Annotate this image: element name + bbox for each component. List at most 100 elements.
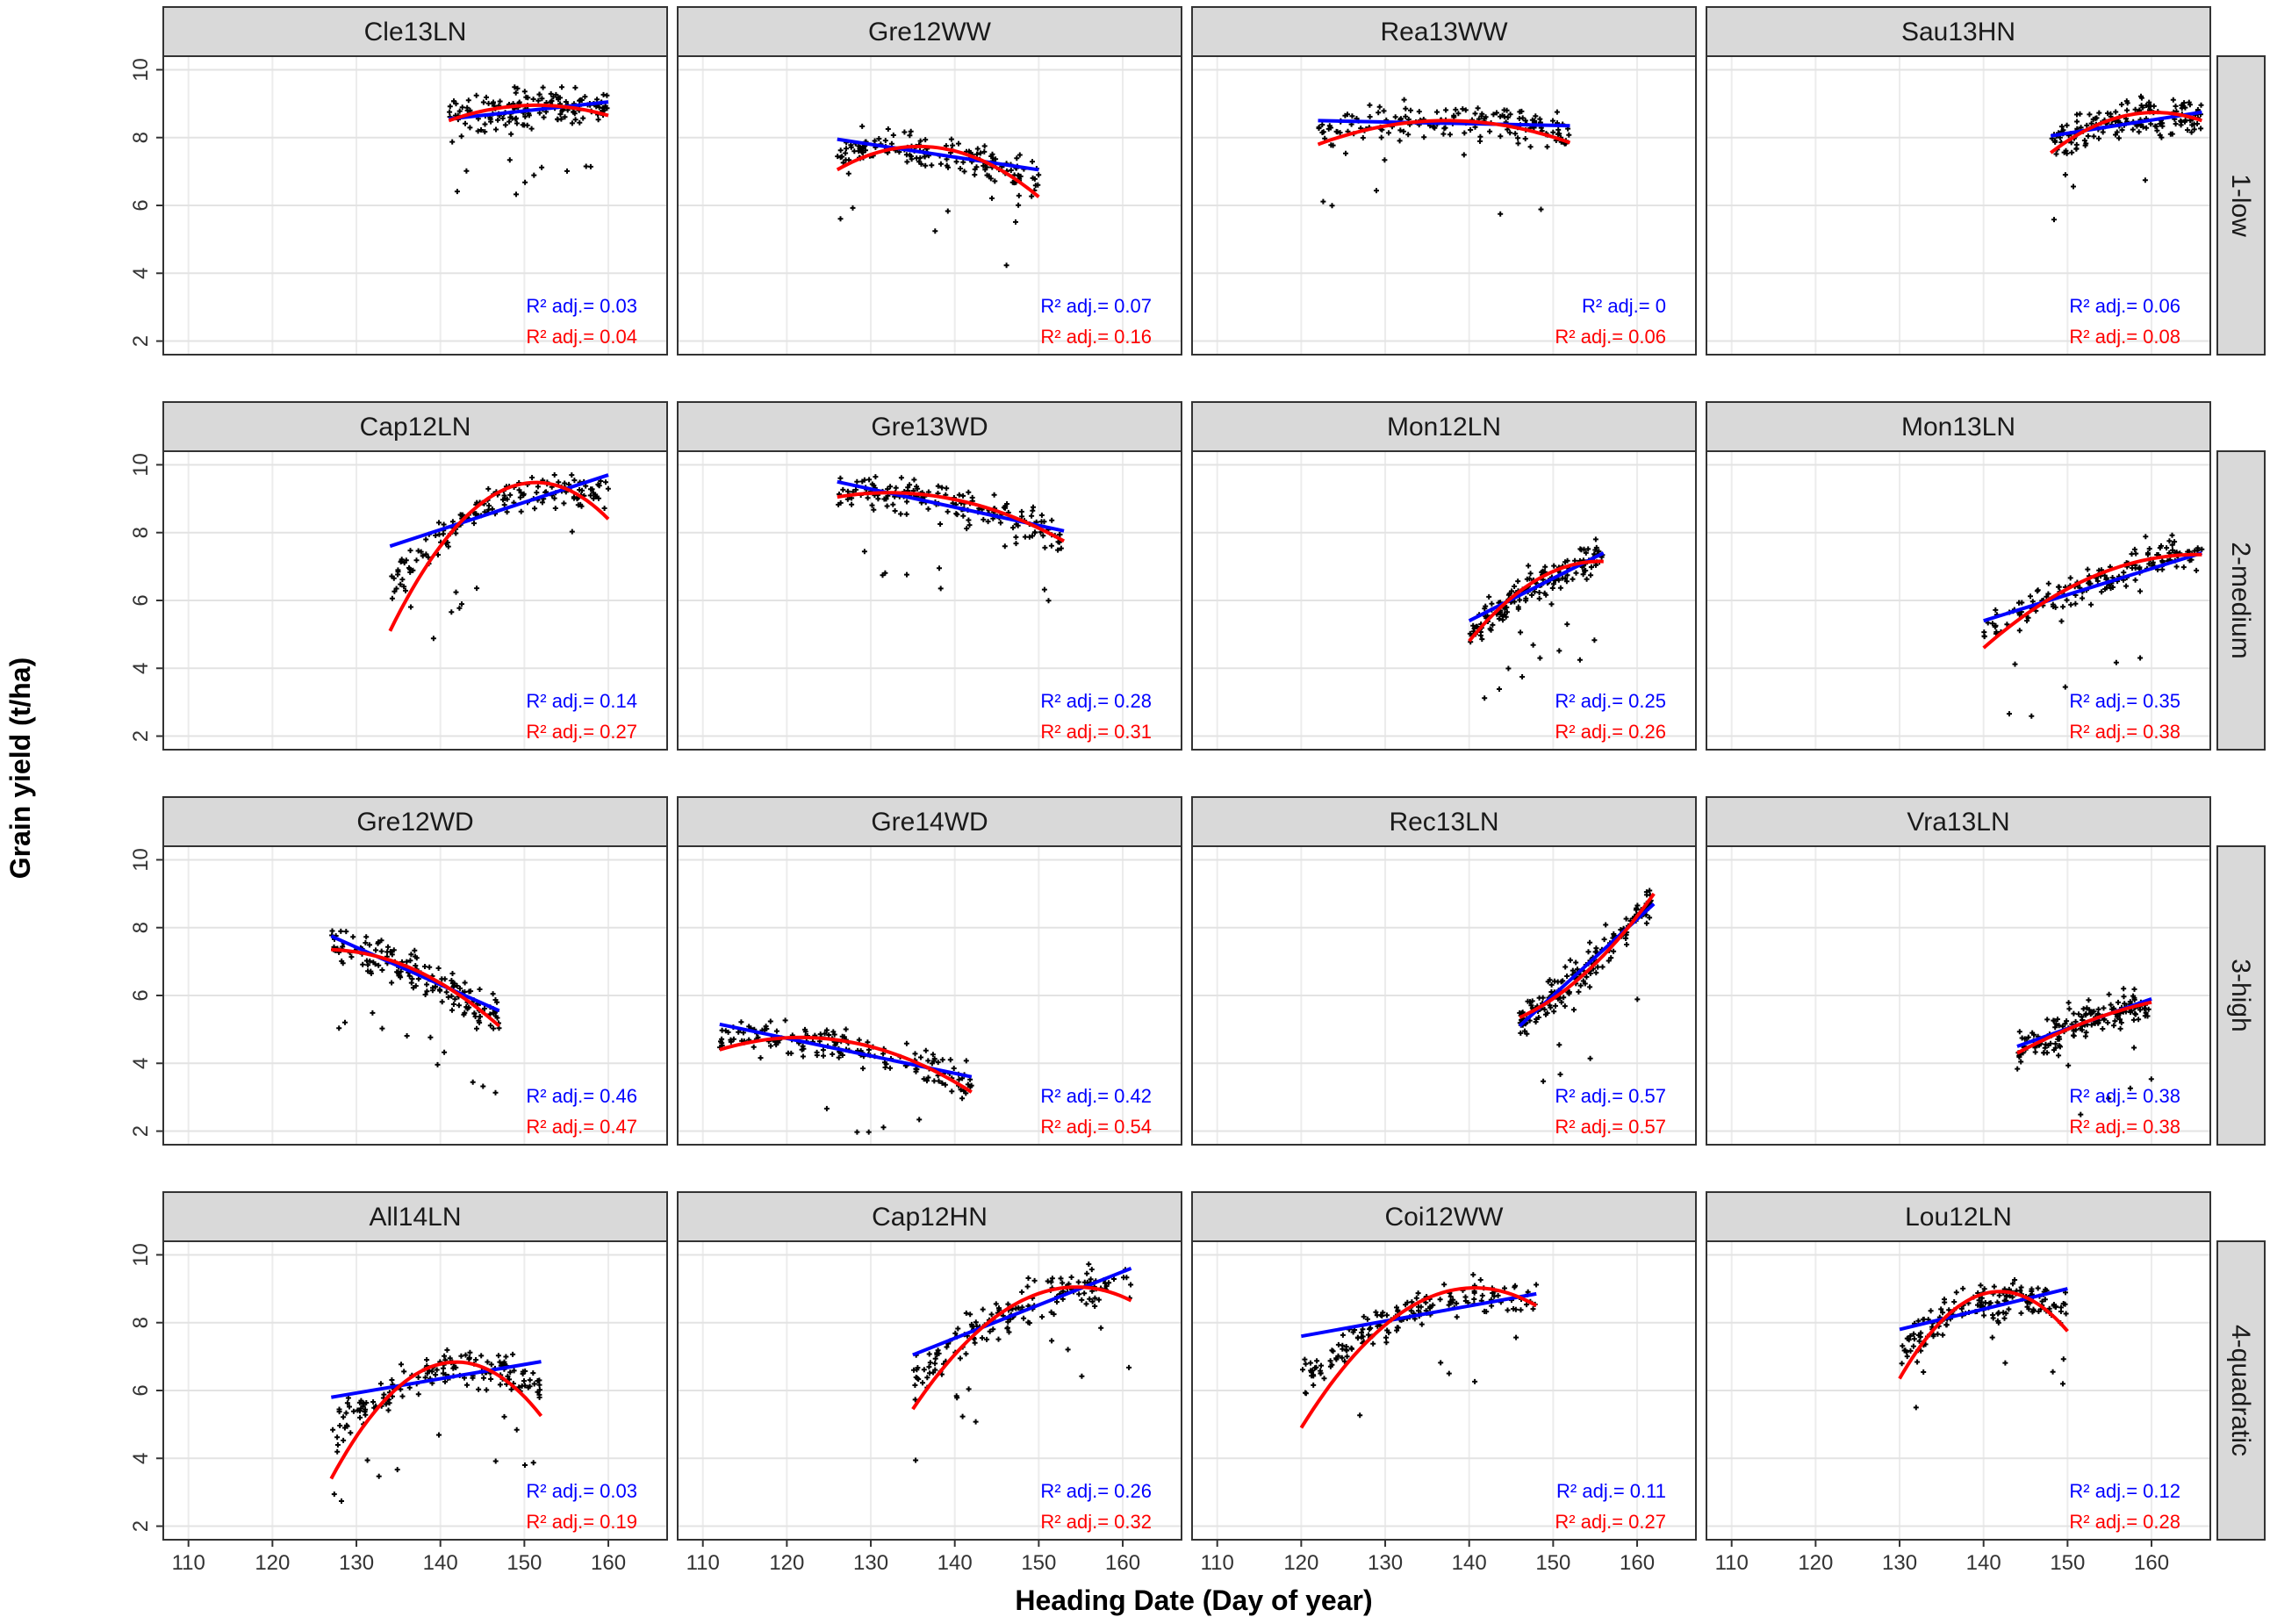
- data-point: [341, 1437, 347, 1443]
- data-point: [422, 964, 427, 969]
- data-point: [577, 487, 583, 492]
- data-point: [526, 112, 532, 119]
- data-point: [536, 91, 542, 97]
- linear-fit-line: [449, 100, 609, 121]
- data-point: [506, 157, 513, 163]
- data-point: [1092, 1304, 1098, 1309]
- data-point: [413, 983, 419, 989]
- data-point: [442, 1049, 448, 1055]
- data-point: [1606, 958, 1612, 964]
- data-point: [1076, 1291, 1082, 1297]
- data-point: [1001, 505, 1007, 511]
- data-point: [893, 485, 899, 491]
- data-point: [1022, 534, 1028, 540]
- data-point: [442, 1379, 449, 1384]
- data-point: [1041, 586, 1047, 593]
- panel-border: [677, 450, 1182, 751]
- data-point: [1490, 622, 1496, 628]
- data-point: [436, 1432, 442, 1438]
- data-point: [363, 958, 370, 964]
- data-point: [2042, 1297, 2048, 1303]
- data-point: [859, 123, 866, 129]
- data-point: [1462, 130, 1468, 136]
- y-tick-label: 2: [129, 730, 153, 742]
- data-point: [1555, 979, 1561, 985]
- data-point: [989, 195, 995, 201]
- y-tick-label: 4: [129, 1058, 153, 1069]
- data-point: [1440, 131, 1447, 137]
- data-point: [458, 1353, 464, 1359]
- data-point: [484, 94, 489, 100]
- data-point: [2119, 127, 2125, 133]
- data-point: [1991, 1283, 1997, 1290]
- data-point: [449, 609, 455, 615]
- data-point: [423, 551, 429, 557]
- data-point: [1592, 536, 1598, 543]
- data-point: [379, 1025, 385, 1031]
- data-point: [923, 1047, 929, 1053]
- data-point: [1427, 1304, 1433, 1310]
- data-point: [2122, 1001, 2128, 1007]
- data-point: [430, 985, 435, 991]
- data-point: [2044, 1017, 2051, 1023]
- data-point: [1996, 1292, 2002, 1298]
- data-point: [990, 1326, 996, 1333]
- data-point: [1562, 559, 1568, 565]
- data-point: [348, 1430, 354, 1436]
- data-point: [2108, 1002, 2114, 1008]
- data-point: [817, 1031, 823, 1038]
- data-point: [1960, 1285, 1966, 1291]
- data-point: [2071, 1010, 2077, 1017]
- data-point: [2100, 1026, 2106, 1031]
- data-point: [505, 1373, 511, 1379]
- data-point: [1031, 504, 1036, 510]
- data-point: [865, 1039, 871, 1046]
- data-point: [499, 115, 506, 121]
- data-point: [1128, 1282, 1134, 1288]
- row-strip-1-low: 1-low: [2216, 55, 2266, 356]
- data-point: [2169, 542, 2175, 548]
- data-point: [1549, 586, 1555, 591]
- data-point: [953, 159, 959, 165]
- y-tick-label: 6: [129, 989, 153, 1001]
- panel-strip: [1706, 796, 2211, 847]
- data-point: [1611, 948, 1617, 954]
- y-tick-label: 2: [129, 1125, 153, 1137]
- data-point: [1634, 996, 1641, 1002]
- data-point: [920, 1380, 925, 1386]
- data-point: [2198, 102, 2204, 108]
- data-point: [440, 531, 446, 537]
- data-point: [966, 489, 972, 495]
- data-point: [1386, 130, 1391, 136]
- data-point: [1095, 1297, 1102, 1303]
- quadratic-fit-curve: [1468, 559, 1604, 643]
- data-point: [370, 1399, 377, 1405]
- r2-linear-label: R² adj.= 0.11: [1556, 1480, 1666, 1502]
- data-point: [514, 191, 519, 198]
- x-tick-label: 120: [1798, 1551, 1833, 1575]
- data-point: [521, 89, 528, 95]
- data-point: [1038, 512, 1045, 518]
- data-point: [442, 1353, 448, 1359]
- data-point: [1418, 1304, 1424, 1310]
- data-point: [2024, 1304, 2030, 1310]
- data-point: [957, 1355, 963, 1362]
- data-point: [1517, 597, 1523, 603]
- data-point: [1899, 1361, 1905, 1367]
- data-point: [1300, 1367, 1305, 1373]
- data-point: [1624, 942, 1630, 947]
- data-point: [2056, 1053, 2062, 1059]
- data-point: [2173, 564, 2180, 570]
- data-point: [407, 958, 413, 964]
- data-point: [343, 1410, 349, 1416]
- data-point: [449, 139, 456, 145]
- data-point: [2096, 135, 2101, 141]
- data-point: [377, 1381, 384, 1387]
- data-point: [820, 1047, 826, 1053]
- data-point: [589, 486, 595, 492]
- data-point: [1442, 125, 1448, 131]
- data-point: [1570, 967, 1576, 974]
- data-point: [2053, 1021, 2059, 1027]
- data-point: [2178, 118, 2184, 124]
- data-point: [424, 988, 430, 995]
